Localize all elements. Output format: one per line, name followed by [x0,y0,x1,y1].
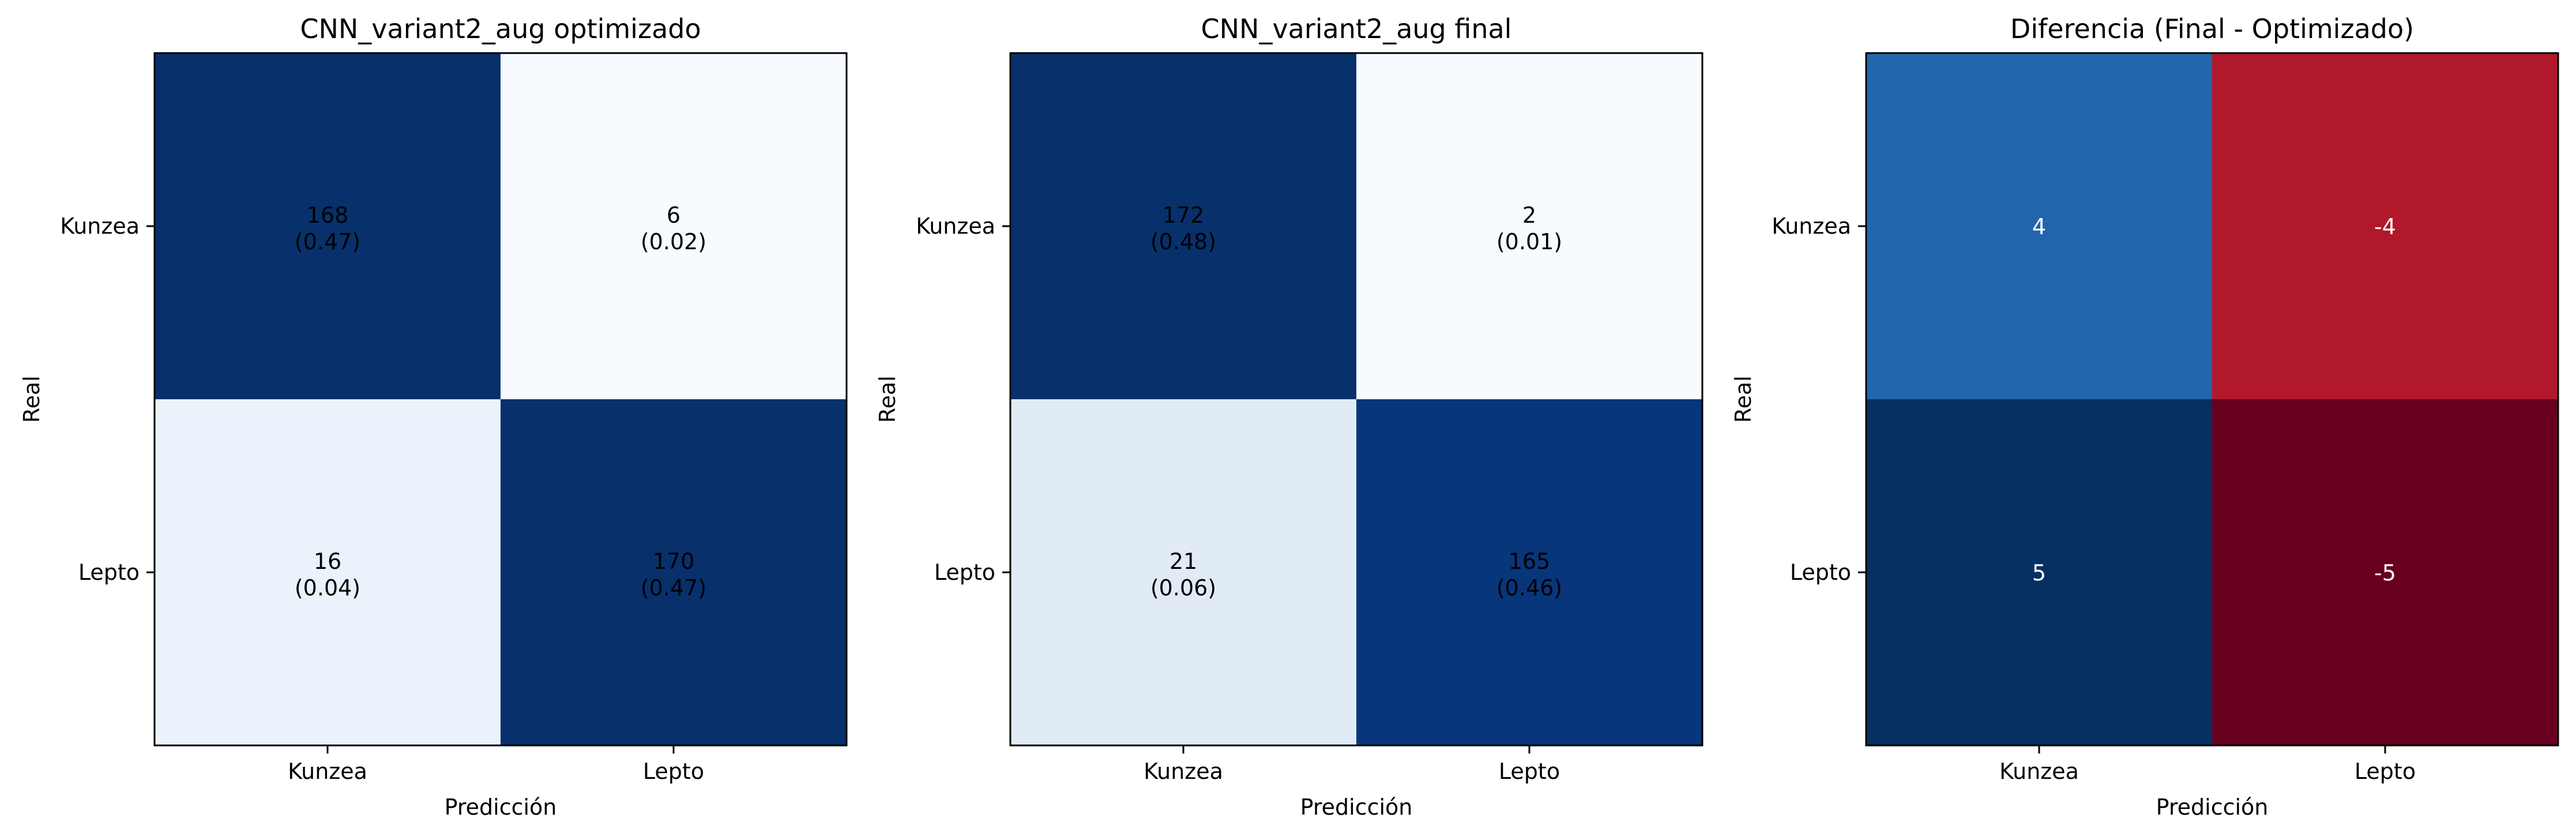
x-axis-label: Predicción [445,794,557,820]
x-tick-label: Kunzea [1999,759,2079,784]
heatmap-panel-2: 172(0.48) 2(0.01) 21(0.06) 165(0.46) Kunzea L… [875,13,1703,820]
y-axis-label: Real [875,376,900,423]
heatmap-cell-2-1 [1010,399,1356,745]
x-tick-label: Lepto [2355,759,2416,784]
cell-value-label: 165 [1509,549,1551,574]
cell-value-label: -5 [2374,560,2396,586]
x-axis-label: Predicción [2156,794,2269,820]
cell-fraction-label: (0.48) [1150,229,1216,254]
cell-fraction-label: (0.47) [641,575,706,601]
heatmap-panel-1: 168(0.47)6(0.02)16(0.04)170(0.47)Kunzea L… [19,13,848,820]
x-tick-label: Kunzea [288,759,367,784]
cell-fraction-label: (0.47) [295,229,360,254]
y-tick-label: Lepto [1790,560,1851,585]
heatmap-cell-1-2 [501,53,847,399]
y-tick-label: Kunzea [60,213,140,239]
y-tick-label: Lepto [78,560,140,585]
panels-group: 168(0.47)6(0.02)16(0.04)170(0.47)Kunzea L… [19,13,2559,820]
y-tick-label: Kunzea [916,213,995,239]
cell-value-label: 6 [667,203,680,228]
x-tick-label: Lepto [643,759,704,784]
cell-value-label: 5 [2032,560,2046,586]
heatmap-cell-2-1 [155,399,501,745]
chart-title: CNN_variant2_aug optimizado [300,13,701,44]
cell-value-label: 16 [314,549,341,574]
cell-value-label: 4 [2032,214,2046,239]
cell-fraction-label: (0.04) [295,575,360,601]
heatmap-cell-2-2 [2212,399,2558,745]
heatmap-cell-2-1 [1866,399,2212,745]
x-tick-label: Lepto [1499,759,1560,784]
heatmap-cell-2-2 [501,399,847,745]
cell-value-label: 172 [1163,203,1205,228]
x-tick-label: Kunzea [1144,759,1223,784]
axes-frame [1865,52,2559,747]
cell-value-label: 21 [1169,549,1197,574]
heatmap-cell-1-1 [1010,53,1356,399]
heatmap-cell-1-2 [2212,53,2558,399]
chart-title: CNN_variant2_aug final [1201,13,1512,44]
cell-value-label: -4 [2374,214,2396,239]
axes-frame [153,52,848,747]
heatmap-cell-2-2 [1356,399,1702,745]
x-axis-label: Predicción [1300,794,1413,820]
y-tick-label: Lepto [934,560,995,585]
cell-value-label: 170 [653,549,695,574]
cell-fraction-label: (0.06) [1150,575,1216,601]
heatmap-cell-1-2 [1356,53,1702,399]
y-axis-label: Real [1731,376,1756,423]
y-axis-label: Real [19,376,44,423]
heatmap-cell-1-1 [1866,53,2212,399]
heatmap-cell-1-1 [155,53,501,399]
heatmap-panel-3: 4 -4 5 -5 Kunzea Lepto Kunzea Lepto Diferencia (… [1731,13,2559,820]
chart-title: Diferencia (Final - Optimizado) [2010,13,2414,44]
cell-value-label: 2 [1522,203,1536,228]
cell-value-label: 168 [307,203,349,228]
cell-fraction-label: (0.02) [641,229,706,254]
axes-frame [1009,52,1703,747]
cell-fraction-label: (0.46) [1496,575,1562,601]
cell-fraction-label: (0.01) [1496,229,1562,254]
y-tick-label: Kunzea [1772,213,1851,239]
